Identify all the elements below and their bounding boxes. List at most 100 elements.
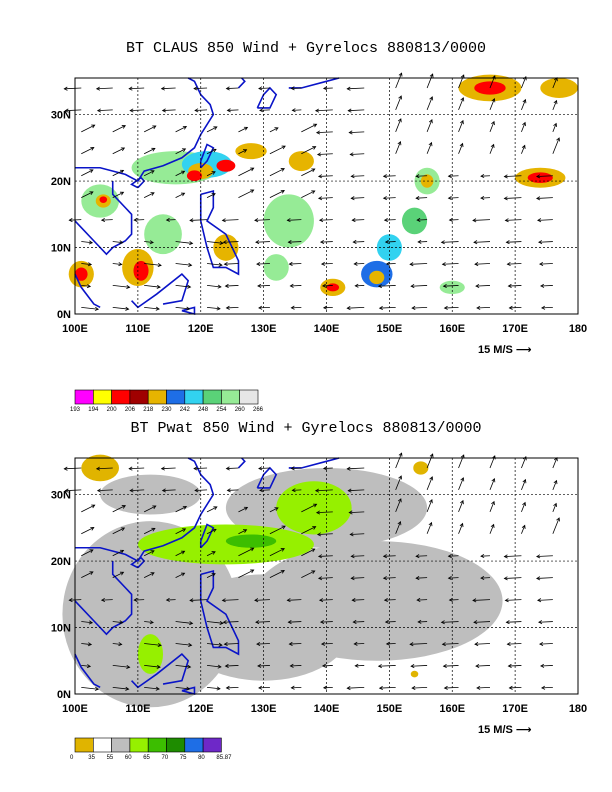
- bottom-wind-arrow-head: [289, 663, 294, 668]
- top-wind-arrow-head: [397, 140, 402, 146]
- bottom-wind-arrow: [395, 521, 401, 534]
- bottom-wind-arrow-head: [95, 466, 101, 471]
- bottom-wind-arrow: [223, 621, 239, 623]
- bottom-wind-arrow: [301, 570, 315, 579]
- top-wind-arrow: [112, 285, 130, 288]
- top-wind-arrow-head: [459, 142, 464, 148]
- top-wind-arrow: [238, 167, 254, 177]
- top-wind-arrow: [222, 219, 239, 221]
- top-wind-arrow: [112, 263, 122, 265]
- top-map-frame: [74, 77, 579, 315]
- bottom-wind-arrow: [269, 525, 286, 535]
- bottom-wind-arrow-head: [258, 685, 263, 690]
- bottom-wind-arrow-head: [398, 475, 403, 480]
- top-wind-arrow-head: [541, 305, 546, 310]
- bottom-wind-arrow: [351, 577, 365, 579]
- bottom-wind-arrow-head: [150, 572, 155, 576]
- top-wind-arrow-head: [87, 262, 93, 267]
- bottom-wind-arrow-head: [349, 532, 354, 537]
- bottom-wind-arrow-head: [553, 502, 558, 508]
- top-wind-arrow: [444, 306, 459, 309]
- top-wind-arrow: [351, 197, 365, 199]
- bottom-wind-arrow: [238, 547, 254, 557]
- top-wind-arrow-head: [118, 262, 123, 267]
- bottom-wind-arrow: [444, 686, 459, 689]
- top-wind-arrow-head: [317, 196, 323, 201]
- bottom-wind-arrow: [321, 643, 333, 645]
- bottom-colorbar-swatch: [184, 737, 204, 753]
- top-wind-arrow-head: [258, 86, 263, 91]
- bottom-wind-arrow: [318, 577, 333, 579]
- top-wind-arrow-head: [522, 98, 527, 104]
- top-wind-arrow-head: [258, 305, 263, 310]
- bottom-wind-arrow-head: [226, 488, 231, 493]
- top-wind-arrow: [474, 263, 490, 265]
- bottom-wind-arrow-head: [181, 550, 186, 555]
- top-wind-arrow-head: [428, 119, 433, 124]
- bottom-wind-arrow: [552, 457, 558, 469]
- top-colorbar-swatch: [202, 389, 222, 405]
- top-x-tick-label: 130E: [251, 323, 277, 335]
- top-colorbar-swatch: [184, 389, 204, 405]
- top-wind-arrow-head: [161, 108, 166, 113]
- top-wind-arrow-head: [448, 217, 453, 222]
- bottom-wind-arrow: [143, 528, 156, 535]
- top-colorbar-swatch: [74, 389, 94, 405]
- bottom-wind-arrow: [521, 502, 526, 512]
- bottom-wind-arrow: [101, 599, 113, 601]
- top-wind-arrow-head: [538, 240, 543, 245]
- bottom-colorbar-label: 80: [198, 755, 205, 761]
- top-wind-arrow-head: [129, 108, 134, 113]
- bottom-wind-arrow: [206, 686, 221, 690]
- bottom-wind-arrow: [81, 571, 94, 579]
- top-wind-arrow-head: [398, 72, 403, 77]
- top-wind-arrow-head: [150, 170, 155, 174]
- bottom-wind-arrow: [81, 504, 95, 513]
- top-colorbar-swatch: [93, 389, 112, 405]
- bottom-wind-arrow: [472, 599, 490, 601]
- top-wind-arrow: [539, 263, 553, 265]
- top-wind-arrow: [175, 306, 190, 310]
- top-wind-arrow: [238, 127, 248, 133]
- bottom-wind-arrow-head: [211, 573, 216, 577]
- bottom-wind-arrow: [143, 505, 156, 513]
- bottom-wind-arrow: [505, 599, 522, 601]
- top-wind-arrow: [508, 285, 522, 287]
- bottom-wind-arrow-head: [156, 664, 161, 669]
- top-wind-arrow-head: [165, 217, 170, 222]
- bottom-wind-arrow-head: [472, 598, 477, 603]
- bottom-coastline: [199, 569, 240, 656]
- bottom-wind-arrow: [552, 517, 560, 534]
- bottom-wind-arrow: [175, 643, 192, 646]
- top-wind-arrow-head: [556, 137, 560, 142]
- top-wind-arrow-head: [382, 196, 388, 201]
- bottom-wind-arrow: [112, 686, 129, 690]
- bottom-wind-arrow: [458, 477, 464, 491]
- bottom-wind-arrow: [458, 454, 465, 469]
- bottom-wind-arrow-head: [522, 478, 527, 484]
- top-wind-arrow-head: [225, 305, 230, 310]
- bottom-wind-arrow-head: [150, 550, 155, 554]
- bottom-wind-arrow-head: [90, 526, 95, 531]
- bottom-wind-arrow-head: [536, 576, 541, 581]
- bottom-wind-arrow-head: [121, 505, 126, 509]
- bottom-wind-arrow-head: [353, 641, 358, 646]
- top-wind-arrow: [112, 169, 124, 177]
- bottom-wind-arrow: [412, 686, 428, 689]
- bottom-wind-arrow: [143, 550, 155, 557]
- bottom-wind-arrow-head: [417, 619, 422, 624]
- bottom-wind-arrow-head: [346, 686, 351, 691]
- top-wind-arrow-head: [441, 262, 446, 267]
- top-wind-arrow: [506, 241, 522, 243]
- bottom-wind-arrow: [96, 467, 113, 470]
- bottom-wind-arrow: [348, 489, 365, 492]
- top-wind-arrow-head: [257, 283, 262, 288]
- top-wind-arrow-head: [490, 143, 495, 149]
- top-wind-arrow-head: [281, 145, 286, 150]
- top-wind-arrow-head: [181, 192, 186, 197]
- top-wind-arrow: [411, 285, 428, 287]
- top-wind-arrow-head: [411, 305, 416, 310]
- bottom-wind-arrow-head: [257, 663, 262, 668]
- top-wind-arrow: [254, 219, 270, 221]
- top-shaded-field: [186, 170, 203, 182]
